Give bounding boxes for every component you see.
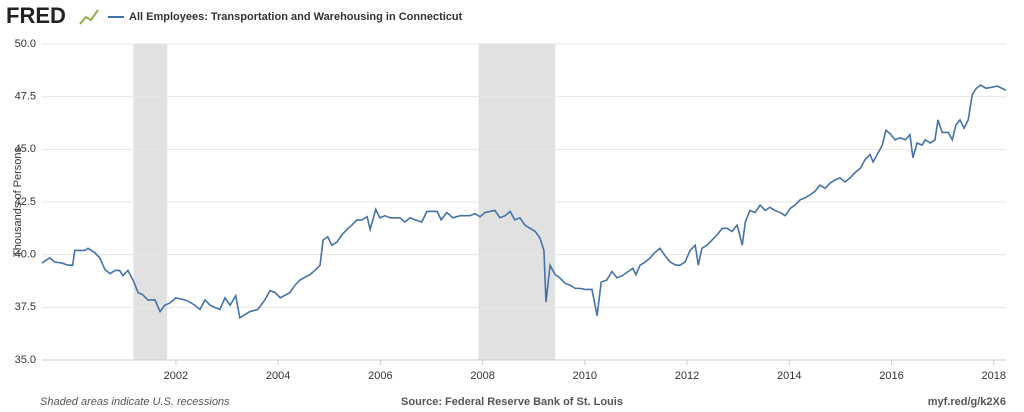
data-line [41,84,1007,320]
x-tick-label: 2002 [164,370,188,382]
x-tick-label: 2012 [675,370,699,382]
logo: FRED [6,3,66,28]
y-tick-label: 42.5 [15,196,36,208]
x-tick-label: 2008 [470,370,494,382]
x-tick-label: 2006 [368,370,392,382]
y-tick-label: 37.5 [15,301,36,313]
x-tick-label: 2014 [777,370,801,382]
x-tick-label: 2004 [266,370,290,382]
source: Source: Federal Reserve Bank of St. Loui… [401,396,623,408]
link[interactable]: myf.red/g/k2X6 [928,396,1006,408]
note: Shaded areas indicate U.S. recessions [40,396,230,408]
y-tick-label: 45.0 [15,143,36,155]
y-tick-label: 35.0 [15,354,36,366]
x-tick-label: 2010 [573,370,597,382]
x-tick-label: 2016 [879,370,903,382]
x-tick-label: 2018 [981,370,1005,382]
legend-label: All Employees: Transportation and Wareho… [129,11,463,23]
logo-icon [79,9,99,25]
y-tick-label: 50.0 [15,38,36,50]
y-axis-label: Thousands of Persons [12,146,24,257]
y-tick-label: 40.0 [15,249,36,261]
y-tick-label: 47.5 [15,91,36,103]
